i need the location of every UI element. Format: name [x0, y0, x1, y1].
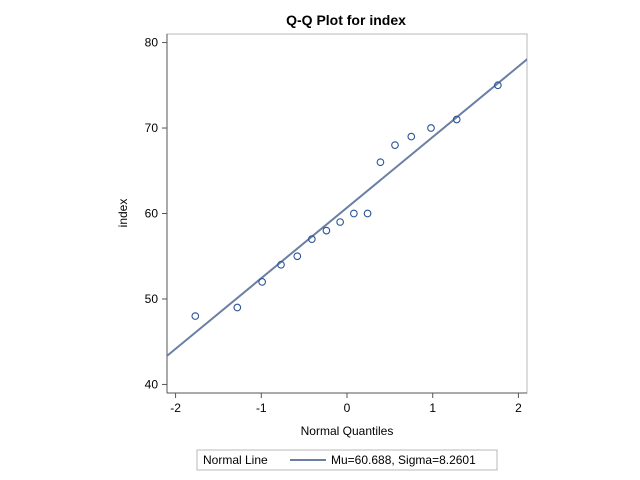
data-point [336, 218, 344, 226]
y-tick-label: 80 [145, 36, 159, 50]
y-tick-label: 60 [145, 207, 159, 221]
x-tick-label: 2 [515, 401, 522, 415]
data-point [350, 209, 358, 218]
x-ticks: -2 -1 0 1 2 [170, 393, 522, 415]
x-tick-label: 1 [429, 401, 436, 415]
data-point [494, 81, 502, 90]
normal-reference-line [167, 58, 527, 358]
data-point [363, 209, 372, 218]
x-axis-label: Normal Quantiles [301, 424, 394, 438]
y-axis-label: index [116, 199, 130, 228]
y-tick-label: 50 [145, 292, 159, 306]
y-tick-label: 70 [145, 121, 159, 135]
data-point [308, 235, 316, 243]
data-point [191, 312, 200, 320]
x-tick-label: -2 [170, 401, 181, 415]
legend-box [196, 449, 498, 471]
data-point [258, 278, 266, 286]
data-points [191, 81, 502, 320]
data-point [376, 158, 385, 167]
plot-frame [166, 33, 528, 394]
x-tick-label: -1 [256, 401, 267, 415]
data-point [391, 141, 399, 149]
data-point [233, 303, 242, 312]
plot-border [166, 33, 528, 394]
chart-title: Q-Q Plot for index [286, 12, 406, 28]
normal-line-layer [167, 58, 527, 358]
data-point [407, 132, 416, 141]
data-point [277, 260, 285, 269]
data-point [452, 115, 461, 124]
data-point [322, 226, 331, 235]
data-point [427, 124, 435, 132]
x-tick-label: 0 [344, 401, 351, 415]
y-ticks: 40 50 60 70 80 [145, 36, 167, 391]
legend-entry-label: Mu=60.688, Sigma=8.2601 [331, 453, 476, 467]
legend: Normal Line Mu=60.688, Sigma=8.2601 [196, 449, 498, 471]
y-tick-label: 40 [145, 377, 159, 391]
legend-title: Normal Line [203, 453, 268, 467]
data-point [293, 252, 302, 261]
